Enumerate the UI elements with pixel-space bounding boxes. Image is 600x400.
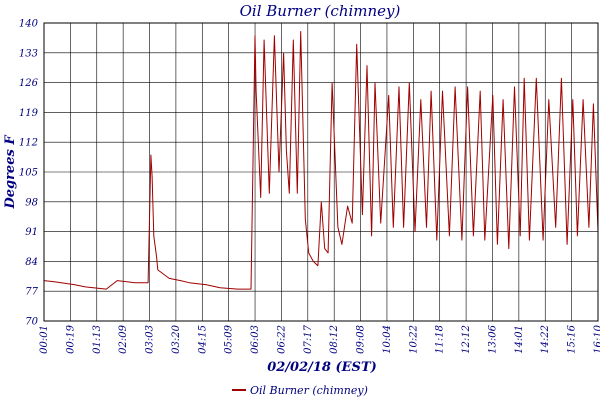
x-tick-label: 02:09 [118, 324, 129, 353]
y-tick-label: 126 [19, 78, 39, 89]
series-line [43, 31, 599, 290]
x-tick-label: 05:09 [224, 324, 235, 353]
y-tick-label: 84 [25, 257, 38, 268]
x-tick-label: 10:04 [382, 325, 393, 354]
y-tick-label: 70 [25, 317, 38, 328]
x-tick-label: 12:12 [461, 325, 472, 354]
x-tick-label: 10:22 [408, 325, 419, 354]
y-tick-label: 77 [25, 287, 38, 298]
x-tick-label: 00:01 [39, 325, 50, 354]
x-tick-label: 14:22 [540, 325, 551, 354]
y-tick-label: 112 [19, 138, 38, 149]
x-tick-label: 09:08 [356, 325, 367, 354]
chart-title: Oil Burner (chimney) [240, 2, 401, 20]
x-tick-label: 13:06 [487, 324, 498, 353]
x-tick-label: 01:13 [92, 325, 103, 354]
y-tick-label: 140 [19, 19, 39, 30]
grid [43, 22, 599, 322]
x-tick-label: 00:19 [65, 324, 76, 353]
plot-frame [43, 22, 599, 322]
series-layer [43, 31, 599, 290]
x-tick-label: 14:01 [514, 325, 525, 354]
y-axis-label: Degrees F [3, 135, 18, 210]
x-tick-label: 04:15 [197, 325, 208, 354]
x-axis-ticks: 00:01 00:19 01:13 02:09 03:03 03:20 04:15 05:09… [39, 324, 600, 353]
x-tick-label: 06:22 [276, 325, 287, 354]
y-tick-label: 119 [19, 108, 39, 119]
x-tick-label: 06:03 [250, 325, 261, 354]
y-axis-ticks: 70 77 84 91 98 105 112 119 126 133 140 [19, 19, 39, 328]
y-tick-label: 105 [19, 168, 38, 179]
x-axis-label: 02/02/18 (EST) [267, 360, 377, 375]
x-tick-label: 16:10 [593, 324, 600, 353]
x-tick-label: 03:20 [171, 324, 182, 353]
y-tick-label: 133 [19, 48, 38, 59]
legend-label: Oil Burner (chimney) [250, 384, 368, 397]
y-tick-label: 98 [25, 197, 38, 208]
y-tick-label: 91 [25, 227, 38, 238]
legend: Oil Burner (chimney) [232, 384, 368, 397]
x-tick-label: 07:17 [303, 324, 314, 353]
x-tick-label: 03:03 [145, 325, 156, 354]
x-tick-label: 08:12 [329, 325, 340, 354]
x-tick-label: 15:16 [567, 324, 578, 353]
x-tick-label: 11:18 [435, 325, 446, 354]
